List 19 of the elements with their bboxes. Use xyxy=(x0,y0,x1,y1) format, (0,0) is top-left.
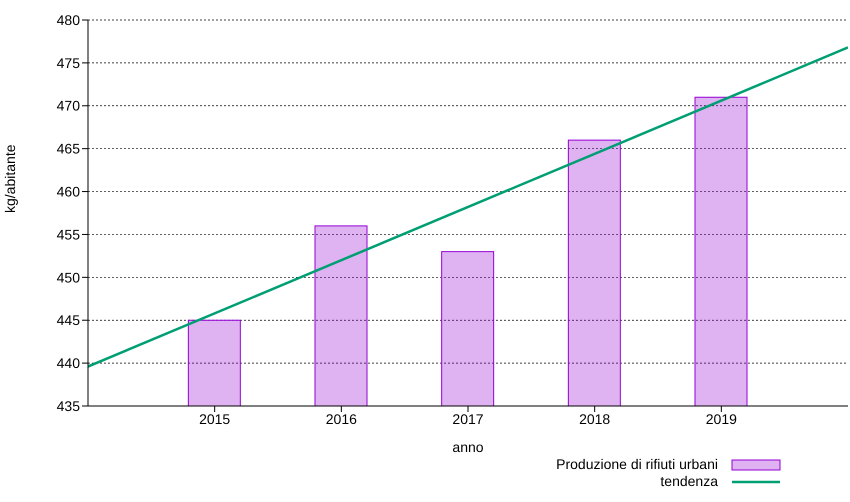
x-axis-title: anno xyxy=(452,439,484,455)
legend-label: Produzione di rifiuti urbani xyxy=(556,456,718,473)
y-tick-label: 465 xyxy=(56,140,80,157)
x-tick-label: 2019 xyxy=(706,410,738,427)
y-tick-label: 435 xyxy=(56,398,80,414)
x-tick-label: 2016 xyxy=(326,410,358,427)
legend-label: tendenza xyxy=(660,473,718,490)
y-tick-label: 480 xyxy=(56,12,80,28)
y-tick-label: 455 xyxy=(56,226,80,242)
x-tick-label: 2017 xyxy=(452,410,484,427)
y-axis-title: kg/abitante xyxy=(2,144,18,213)
y-tick-label: 475 xyxy=(56,54,80,71)
y-tick-label: 450 xyxy=(56,269,80,286)
x-tick-label: 2018 xyxy=(579,410,610,427)
y-tick-label: 470 xyxy=(56,98,80,114)
y-tick-label: 460 xyxy=(56,184,80,200)
y-tick-label: 440 xyxy=(56,355,80,372)
y-tick-label: 445 xyxy=(56,312,80,328)
x-tick-label: 2015 xyxy=(199,410,230,427)
